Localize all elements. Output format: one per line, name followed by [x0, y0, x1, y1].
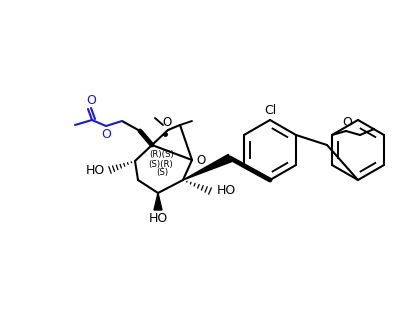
- Text: HO: HO: [149, 213, 168, 225]
- Polygon shape: [183, 154, 232, 180]
- Polygon shape: [154, 193, 162, 210]
- Text: O: O: [86, 95, 96, 107]
- Text: HO: HO: [216, 184, 235, 198]
- Text: (S): (S): [156, 168, 168, 177]
- Text: O: O: [196, 153, 206, 167]
- Text: (R)(S): (R)(S): [150, 151, 174, 160]
- Text: O: O: [342, 116, 352, 130]
- Text: (S)(R): (S)(R): [149, 160, 173, 168]
- Text: HO: HO: [85, 163, 105, 177]
- Text: O: O: [101, 127, 111, 141]
- Text: Cl: Cl: [264, 104, 276, 116]
- Text: O: O: [162, 115, 172, 129]
